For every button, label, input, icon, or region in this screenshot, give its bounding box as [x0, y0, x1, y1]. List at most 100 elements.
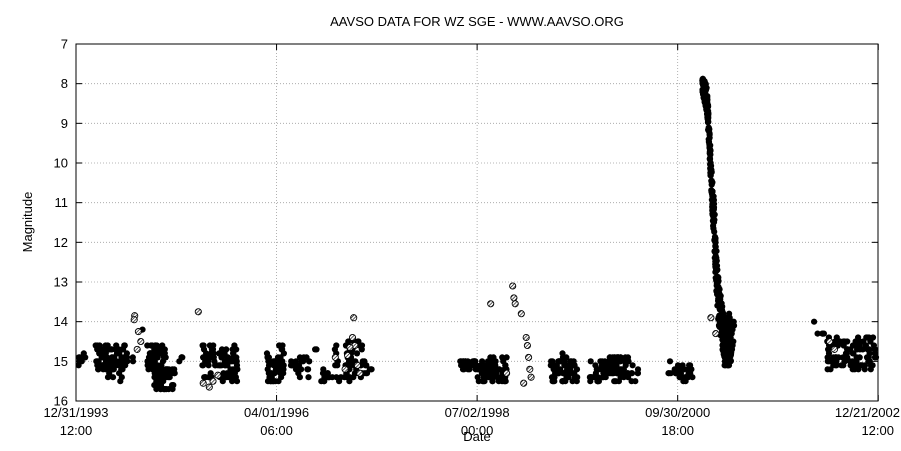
- data-point: [617, 374, 624, 381]
- data-point: [573, 366, 581, 373]
- data-point: [313, 346, 320, 353]
- data-point: [628, 378, 635, 385]
- data-point-hatched: [527, 373, 535, 381]
- data-point: [331, 346, 338, 353]
- y-axis-title: Magnitude: [20, 192, 35, 253]
- data-point-hatched: [712, 330, 720, 338]
- x-tick-time: 06:00: [260, 423, 293, 438]
- data-point: [710, 225, 717, 232]
- data-point-hatched: [522, 333, 530, 342]
- data-point: [460, 366, 468, 373]
- data-point-hatched: [344, 351, 352, 359]
- data-point-hatched: [826, 337, 834, 346]
- data-point: [298, 358, 305, 365]
- data-point: [233, 358, 240, 365]
- data-point: [234, 366, 241, 373]
- data-point: [320, 378, 328, 385]
- data-point: [129, 354, 136, 361]
- data-point: [702, 103, 709, 110]
- data-point: [227, 366, 234, 373]
- data-point-hatched: [830, 345, 839, 353]
- data-point: [819, 330, 827, 337]
- data-point-hatched: [520, 379, 528, 387]
- data-point: [109, 354, 116, 361]
- data-point: [712, 263, 719, 271]
- data-point: [280, 370, 287, 377]
- grid: [76, 44, 878, 401]
- data-points: [75, 75, 880, 393]
- data-point-hatched: [199, 379, 207, 387]
- data-point: [124, 358, 131, 365]
- data-point: [216, 350, 223, 357]
- data-point: [559, 378, 566, 385]
- data-point: [80, 350, 87, 357]
- data-point: [711, 248, 719, 255]
- data-point: [869, 362, 876, 369]
- data-point: [707, 165, 714, 172]
- data-point: [844, 338, 851, 345]
- data-point: [686, 362, 693, 369]
- data-point: [839, 354, 847, 361]
- x-tick-date: 12/31/1993: [43, 405, 108, 420]
- data-point: [474, 374, 481, 381]
- data-point: [824, 366, 831, 373]
- data-point: [200, 362, 207, 369]
- data-point: [168, 370, 175, 377]
- y-tick-label: 8: [61, 76, 68, 91]
- data-point: [624, 354, 632, 361]
- data-point-hatched: [526, 365, 534, 373]
- y-tick-label: 9: [61, 116, 68, 131]
- data-point: [103, 354, 111, 361]
- data-point: [232, 374, 239, 381]
- data-point-hatched: [137, 337, 145, 346]
- data-point: [498, 374, 505, 381]
- data-point: [836, 338, 844, 345]
- data-point-hatched: [511, 300, 519, 308]
- y-tick-label: 11: [55, 195, 69, 210]
- data-point: [699, 75, 706, 82]
- data-point: [154, 370, 161, 377]
- data-point: [689, 374, 696, 381]
- data-point: [291, 362, 298, 369]
- data-point: [864, 346, 871, 353]
- y-tick-label: 16: [54, 394, 68, 409]
- data-point: [587, 358, 594, 365]
- data-point: [205, 358, 212, 365]
- data-point: [665, 370, 673, 377]
- data-point: [223, 346, 230, 353]
- data-point-hatched: [331, 353, 339, 361]
- data-point: [359, 358, 366, 365]
- data-point: [161, 386, 169, 393]
- data-point: [118, 374, 125, 381]
- data-point: [200, 354, 207, 361]
- data-point: [855, 334, 862, 341]
- y-tick-label: 12: [54, 235, 68, 250]
- data-point: [714, 279, 721, 287]
- data-point-hatched: [133, 345, 141, 353]
- data-point: [705, 138, 713, 145]
- data-point: [561, 370, 569, 377]
- x-tick-date: 07/02/1998: [445, 405, 510, 420]
- data-point: [210, 342, 217, 349]
- data-point: [559, 354, 567, 361]
- data-point: [305, 374, 312, 381]
- data-point-hatched: [348, 333, 357, 342]
- data-point: [353, 350, 361, 357]
- data-point: [716, 306, 724, 313]
- data-point: [715, 274, 722, 281]
- y-tick-label: 13: [54, 275, 68, 290]
- data-point: [224, 354, 231, 361]
- data-point: [724, 362, 732, 369]
- x-tick-time: 12:00: [60, 423, 93, 438]
- data-point: [860, 338, 867, 345]
- x-tick-time: 18:00: [661, 423, 694, 438]
- data-point: [634, 370, 641, 377]
- data-point: [708, 190, 716, 198]
- data-point: [358, 342, 366, 349]
- data-point: [337, 374, 344, 381]
- data-point: [566, 370, 574, 377]
- data-point-hatched: [209, 377, 217, 385]
- data-point: [814, 330, 821, 337]
- data-point: [666, 358, 674, 365]
